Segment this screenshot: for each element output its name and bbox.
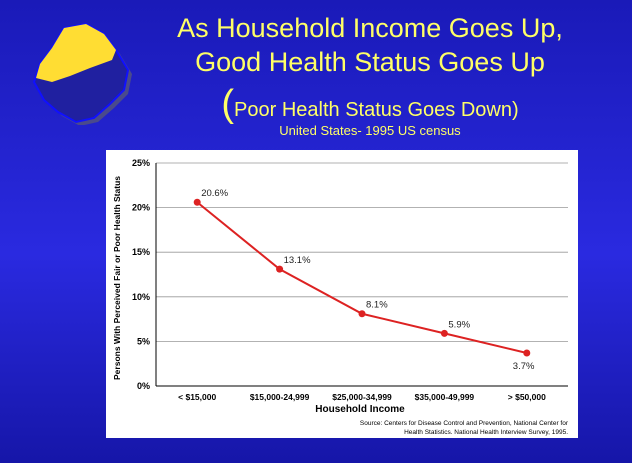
- subtitle-paren: (: [221, 83, 235, 125]
- y-tick-label: 25%: [132, 158, 150, 168]
- data-point: [358, 310, 366, 318]
- y-tick-label: 5%: [137, 336, 150, 346]
- x-tick-label: < $15,000: [178, 392, 216, 402]
- line-chart: 0% 5% 10% 15% 20% 25% < $15,000 $15,000-24,999…: [112, 158, 569, 436]
- x-tick-label: $15,000-24,999: [250, 392, 310, 402]
- data-label: 3.7%: [513, 361, 535, 372]
- source-note-line-2: Health Statistics. National Health Inter…: [404, 429, 568, 436]
- source-note-line-1: Source: Centers for Disease Control and …: [360, 420, 569, 427]
- data-label: 13.1%: [284, 255, 311, 266]
- chart-panel: 0% 5% 10% 15% 20% 25% < $15,000 $15,000-24,999…: [106, 150, 578, 438]
- x-tick-label: $25,000-34,999: [332, 392, 392, 402]
- data-label: 8.1%: [366, 300, 388, 311]
- chart-series: 20.6% 13.1% 8.1% 5.9% 3.7%: [193, 188, 535, 372]
- subtitle-source: United States- 1995 US census: [279, 123, 461, 138]
- data-label: 5.9%: [448, 319, 470, 330]
- x-tick-label: $35,000-49,999: [415, 392, 475, 402]
- data-point: [276, 265, 284, 273]
- x-axis-label: Household Income: [315, 404, 405, 415]
- y-tick-label: 15%: [132, 247, 150, 257]
- y-tick-label: 0%: [137, 381, 150, 391]
- y-axis-label: Persons With Perceived Fair or Poor Heal…: [112, 176, 122, 380]
- y-axis-ticks: 0% 5% 10% 15% 20% 25%: [132, 158, 150, 391]
- x-axis-ticks: < $15,000 $15,000-24,999 $25,000-34,999 $35…: [178, 392, 546, 402]
- hawaii-island-logo: [32, 22, 132, 125]
- y-tick-label: 20%: [132, 203, 150, 213]
- data-point: [440, 329, 448, 337]
- slide-title-line-2: Good Health Status Goes Up: [195, 47, 545, 77]
- slide-title-line-1: As Household Income Goes Up,: [177, 13, 563, 43]
- y-tick-label: 10%: [132, 292, 150, 302]
- data-point: [193, 198, 201, 206]
- data-label: 20.6%: [201, 188, 228, 199]
- x-tick-label: > $50,000: [508, 392, 546, 402]
- series-line: [196, 201, 528, 354]
- chart-grid: [155, 162, 568, 387]
- subtitle-text: Poor Health Status Goes Down): [234, 99, 519, 121]
- data-point: [523, 349, 531, 357]
- slide-subtitle: (Poor Health Status Goes Down): [130, 84, 610, 132]
